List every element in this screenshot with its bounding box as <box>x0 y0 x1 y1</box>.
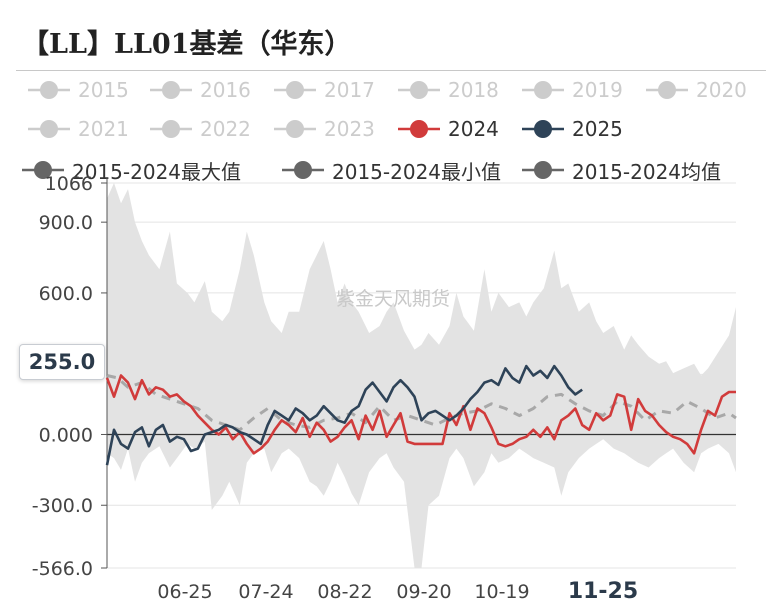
legend-item-2016[interactable]: 2016 <box>148 76 251 104</box>
legend-label: 2023 <box>324 117 375 141</box>
legend-label: 2015 <box>78 78 129 102</box>
y-tick-label: 600.0 <box>39 283 93 305</box>
legend-marker-icon <box>646 81 688 99</box>
x-tick-label-highlighted: 11-25 <box>568 579 638 604</box>
legend-item-2023[interactable]: 2023 <box>272 115 375 143</box>
legend-marker-icon <box>150 120 192 138</box>
legend-item-2018[interactable]: 2018 <box>396 76 499 104</box>
legend-marker-icon <box>22 161 64 179</box>
y-tick-label: -566.0 <box>32 558 93 580</box>
legend-marker-icon <box>274 120 316 138</box>
legend-item-2019[interactable]: 2019 <box>520 76 623 104</box>
legend-label: 2021 <box>78 117 129 141</box>
legend-marker-icon <box>398 81 440 99</box>
series-line-2025 <box>105 364 583 466</box>
legend-marker-icon <box>282 161 324 179</box>
legend-label: 2016 <box>200 78 251 102</box>
legend-label: 2025 <box>572 117 623 141</box>
watermark: 紫金天风期货 <box>336 288 450 310</box>
legend-marker-icon <box>150 81 192 99</box>
chart-title: 【LL】LL01基差（华东） <box>22 29 352 60</box>
x-tick-label: 06-25 <box>157 581 212 603</box>
title-divider <box>16 70 766 71</box>
legend-label: 2019 <box>572 78 623 102</box>
x-tick-label: 08-22 <box>317 581 372 603</box>
x-tick-label: 10-19 <box>474 581 529 603</box>
legend-item-2017[interactable]: 2017 <box>272 76 375 104</box>
legend-label: 2020 <box>696 78 747 102</box>
y-axis-value-badge: 255.0 <box>19 344 105 380</box>
legend-item-2024[interactable]: 2024 <box>396 115 499 143</box>
legend-item-2020[interactable]: 2020 <box>644 76 747 104</box>
legend-label: 2022 <box>200 117 251 141</box>
legend: 2015 2016 2017 2018 2019 2020 2021 2022 2023 2024… <box>0 0 784 190</box>
series-line-2015-2024均值 <box>106 374 737 432</box>
legend-marker-icon <box>274 81 316 99</box>
x-tick-label: 07-24 <box>238 581 293 603</box>
y-tick-label: 900.0 <box>39 212 93 234</box>
x-tick-label: 09-20 <box>396 581 451 603</box>
y-tick-label: 0.000 <box>39 424 93 446</box>
legend-marker-icon <box>398 120 440 138</box>
legend-item-2021[interactable]: 2021 <box>26 115 129 143</box>
legend-marker-icon <box>522 81 564 99</box>
legend-item-2022[interactable]: 2022 <box>148 115 251 143</box>
legend-label: 2015-2024最大值 <box>72 159 242 184</box>
y-tick-label: -300.0 <box>32 495 93 517</box>
legend-item-2015-2024均值[interactable]: 2015-2024均值 <box>520 156 721 184</box>
legend-label: 2018 <box>448 78 499 102</box>
legend-marker-icon <box>522 120 564 138</box>
legend-label: 2015-2024均值 <box>572 159 722 184</box>
series-line-2024 <box>105 374 736 455</box>
max-min-band <box>107 183 736 568</box>
legend-marker-icon <box>522 161 564 179</box>
legend-label: 2024 <box>448 117 499 141</box>
legend-label: 2015-2024最小值 <box>332 159 502 184</box>
legend-marker-icon <box>28 81 70 99</box>
legend-item-2015-2024最大值[interactable]: 2015-2024最大值 <box>20 156 241 184</box>
y-tick-label: 1066 <box>45 173 93 195</box>
legend-item-2015[interactable]: 2015 <box>26 76 129 104</box>
legend-label: 2017 <box>324 78 375 102</box>
legend-item-2025[interactable]: 2025 <box>520 115 623 143</box>
legend-item-2015-2024最小值[interactable]: 2015-2024最小值 <box>280 156 501 184</box>
legend-marker-icon <box>28 120 70 138</box>
